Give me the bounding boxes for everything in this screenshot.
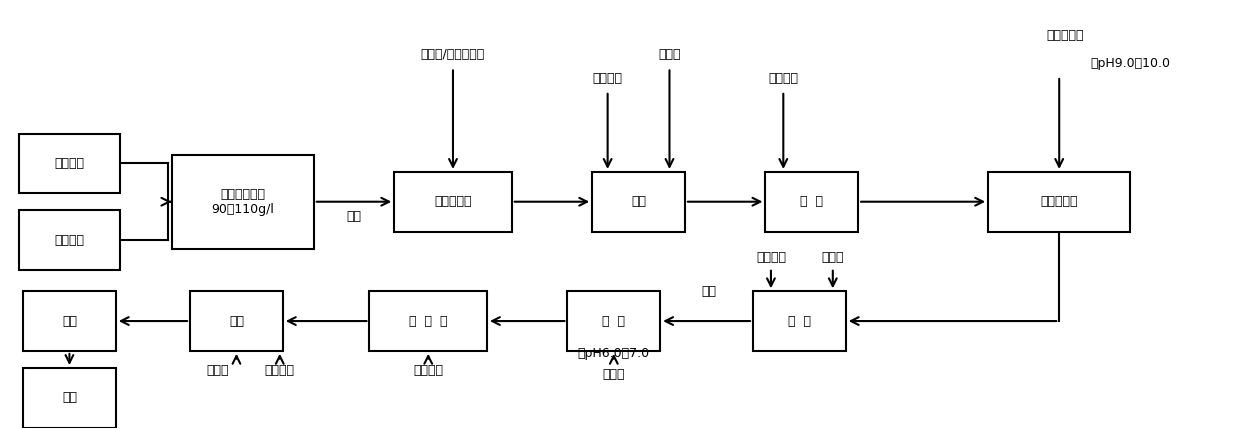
Text: 无离子水: 无离子水: [413, 363, 443, 377]
Bar: [988, 172, 1131, 232]
Text: 碳酸钠溶液: 碳酸钠溶液: [1047, 29, 1084, 42]
Text: 洗涤水: 洗涤水: [658, 48, 681, 61]
Text: 洗  涤: 洗 涤: [787, 314, 811, 328]
Text: 包装: 包装: [62, 391, 77, 404]
Text: 稀盐酸: 稀盐酸: [603, 368, 625, 381]
Text: 碱式硫酸锆: 碱式硫酸锆: [434, 195, 471, 208]
Text: 升温: 升温: [346, 210, 362, 223]
Bar: [171, 155, 314, 248]
Bar: [19, 133, 120, 193]
Text: 洗涤: 洗涤: [631, 195, 646, 208]
Text: 无离子水: 无离子水: [756, 251, 786, 264]
Text: 洗涤水: 洗涤水: [207, 363, 229, 377]
Bar: [765, 172, 858, 232]
Text: 洗涤: 洗涤: [229, 314, 244, 328]
Text: 酸化: 酸化: [702, 285, 717, 298]
Text: 洗涤水: 洗涤水: [822, 251, 844, 264]
Text: 调pH6.0～7.0: 调pH6.0～7.0: [578, 347, 650, 360]
Bar: [370, 291, 487, 351]
Text: 无离子水: 无离子水: [265, 363, 295, 377]
Text: 无离子水: 无离子水: [769, 72, 799, 85]
Bar: [593, 172, 684, 232]
Bar: [753, 291, 846, 351]
Text: 氧氯化锆溶液
90～110g/l: 氧氯化锆溶液 90～110g/l: [211, 188, 274, 216]
Bar: [394, 172, 512, 232]
Text: 无离子水: 无离子水: [593, 72, 622, 85]
Bar: [190, 291, 283, 351]
Bar: [24, 291, 115, 351]
Text: 无离子水: 无离子水: [55, 157, 84, 170]
Bar: [24, 368, 115, 428]
Text: 碳  酸  锆: 碳 酸 锆: [409, 314, 448, 328]
Bar: [568, 291, 660, 351]
Text: 浓硫酸/无水硫酸钠: 浓硫酸/无水硫酸钠: [420, 48, 485, 61]
Text: 料  浆: 料 浆: [603, 314, 625, 328]
Text: 氧氯化锆: 氧氯化锆: [55, 233, 84, 247]
Text: 碳酸锆粗品: 碳酸锆粗品: [1040, 195, 1078, 208]
Text: 离心: 离心: [62, 314, 77, 328]
Bar: [19, 210, 120, 270]
Text: 料  浆: 料 浆: [800, 195, 823, 208]
Text: 调pH9.0～10.0: 调pH9.0～10.0: [1090, 57, 1171, 69]
